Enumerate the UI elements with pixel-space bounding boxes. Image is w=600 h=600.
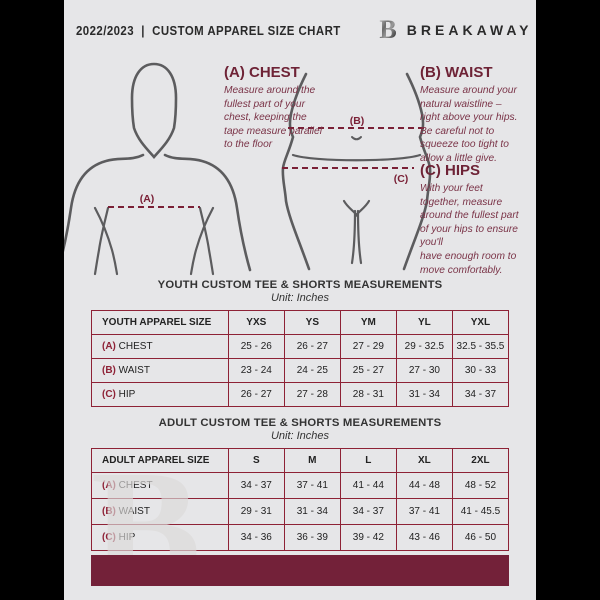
svg-text:(B): (B) [350,115,365,127]
svg-text:(C): (C) [394,173,409,185]
svg-text:(A): (A) [140,193,155,205]
svg-text:B: B [379,17,396,43]
